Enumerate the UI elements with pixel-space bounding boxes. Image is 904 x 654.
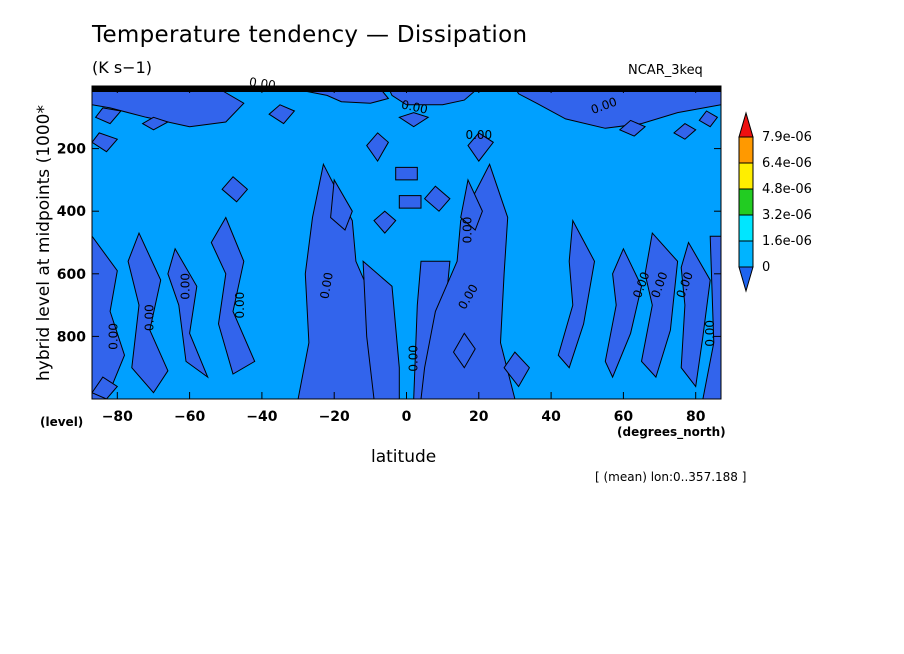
negative-region-32 (503, 351, 531, 388)
negative-region-18 (460, 178, 483, 231)
colorbar-label: 0 (762, 260, 770, 275)
x-tick-label: 0 (402, 409, 412, 425)
negative-region-28 (398, 195, 422, 209)
negative-region-22 (366, 132, 390, 163)
negative-region-4 (92, 235, 126, 399)
contour-label-5: 0.00 (179, 273, 193, 300)
negative-region-13 (604, 247, 643, 379)
x-tick-label: 40 (541, 409, 561, 425)
colorbar-bottom-arrow (738, 266, 754, 293)
negative-region-12 (557, 218, 596, 369)
x-tick-label: 20 (469, 409, 489, 425)
footnote: [ (mean) lon:0..357.188 ] (595, 470, 747, 484)
negative-region-3 (514, 87, 721, 129)
y-axis-label: hybrid level at midpoints (1000* (34, 105, 54, 381)
contour-label-9: 0.00 (406, 345, 420, 372)
colorbar-top-arrow (738, 111, 754, 138)
x-tick-label: −20 (319, 409, 350, 425)
contour-label-3: 0.00 (106, 323, 120, 350)
contour-label-0: 0.00 (248, 75, 276, 93)
model-label: NCAR_3keq (628, 63, 703, 78)
colorbar-bin (738, 240, 754, 268)
colorbar-bin (738, 136, 754, 164)
negative-region-16 (702, 235, 721, 399)
contour-label-7: 0.00 (317, 271, 335, 300)
y-axis: 200 400 600 800 (57, 142, 721, 345)
contour-label-10: 0.00 (461, 217, 475, 244)
x-tick-label: −60 (174, 409, 205, 425)
x-tick-label: −80 (102, 409, 133, 425)
colorbar-label: 4.8e-06 (762, 182, 812, 197)
chart-units: (K s−1) (92, 58, 152, 77)
x-axis-label: latitude (371, 447, 437, 467)
negative-region-5 (127, 231, 169, 394)
negative-region-26 (141, 116, 170, 131)
negative-region-34 (618, 119, 647, 137)
negative-region-15 (680, 241, 711, 388)
negative-region-25 (92, 132, 119, 153)
contour-label-4: 0.00 (143, 304, 157, 331)
colorbar-bin (738, 162, 754, 190)
colorbar-label: 3.2e-06 (762, 208, 812, 223)
contour-label-1: 0.00 (400, 97, 429, 116)
y-axis-unit: (level) (40, 415, 84, 429)
chart-title: Temperature tendency — Dissipation (92, 22, 528, 48)
negative-region-0 (92, 87, 245, 128)
negative-region-31 (452, 332, 476, 369)
negative-region-17 (330, 178, 353, 231)
y-tick-label: 800 (57, 329, 86, 345)
colorbar-label: 6.4e-06 (762, 156, 812, 171)
contour-label-15: 0.00 (465, 128, 492, 142)
colorbar-label: 1.6e-06 (762, 234, 812, 249)
negative-region-30 (373, 210, 397, 234)
negative-region-35 (673, 122, 697, 140)
negative-region-9 (362, 260, 400, 399)
y-tick-label: 600 (57, 267, 86, 283)
contour-label-14: 0.00 (703, 320, 717, 347)
x-axis-unit: (degrees_north) (617, 425, 726, 439)
negative-region-11 (420, 163, 516, 399)
x-axis: −80 −60 −40 −20 0 20 40 60 80 (102, 86, 706, 425)
negative-region-27 (221, 176, 249, 203)
negative-region-24 (94, 107, 122, 125)
x-tick-label: 60 (614, 409, 634, 425)
negative-region-21 (398, 112, 430, 128)
colorbar-bin (738, 214, 754, 242)
colorbar-label: 7.9e-06 (762, 130, 812, 145)
y-tick-label: 200 (57, 142, 86, 158)
colorbar: 0 1.6e-06 3.2e-06 4.8e-06 6.4e-06 7.9e-06 (738, 111, 812, 293)
negative-region-29 (423, 185, 451, 212)
contour-label-6: 0.00 (233, 292, 247, 319)
negative-region-33 (92, 376, 119, 399)
contour-labels: 0.00 0.00 0.00 0.00 0.00 0.00 0.00 0.00 0.00 0.00… (106, 75, 717, 372)
x-tick-label: −40 (246, 409, 277, 425)
y-tick-label: 400 (57, 204, 86, 220)
negative-region-36 (698, 110, 719, 128)
negative-contour-regions (92, 87, 721, 399)
negative-region-14 (640, 232, 679, 379)
negative-region-23 (467, 132, 495, 162)
negative-region-7 (210, 216, 256, 375)
colorbar-bin (738, 188, 754, 216)
negative-region-6 (167, 247, 209, 379)
negative-region-19 (395, 166, 418, 181)
negative-region-20 (268, 104, 296, 125)
x-tick-label: 80 (686, 409, 706, 425)
